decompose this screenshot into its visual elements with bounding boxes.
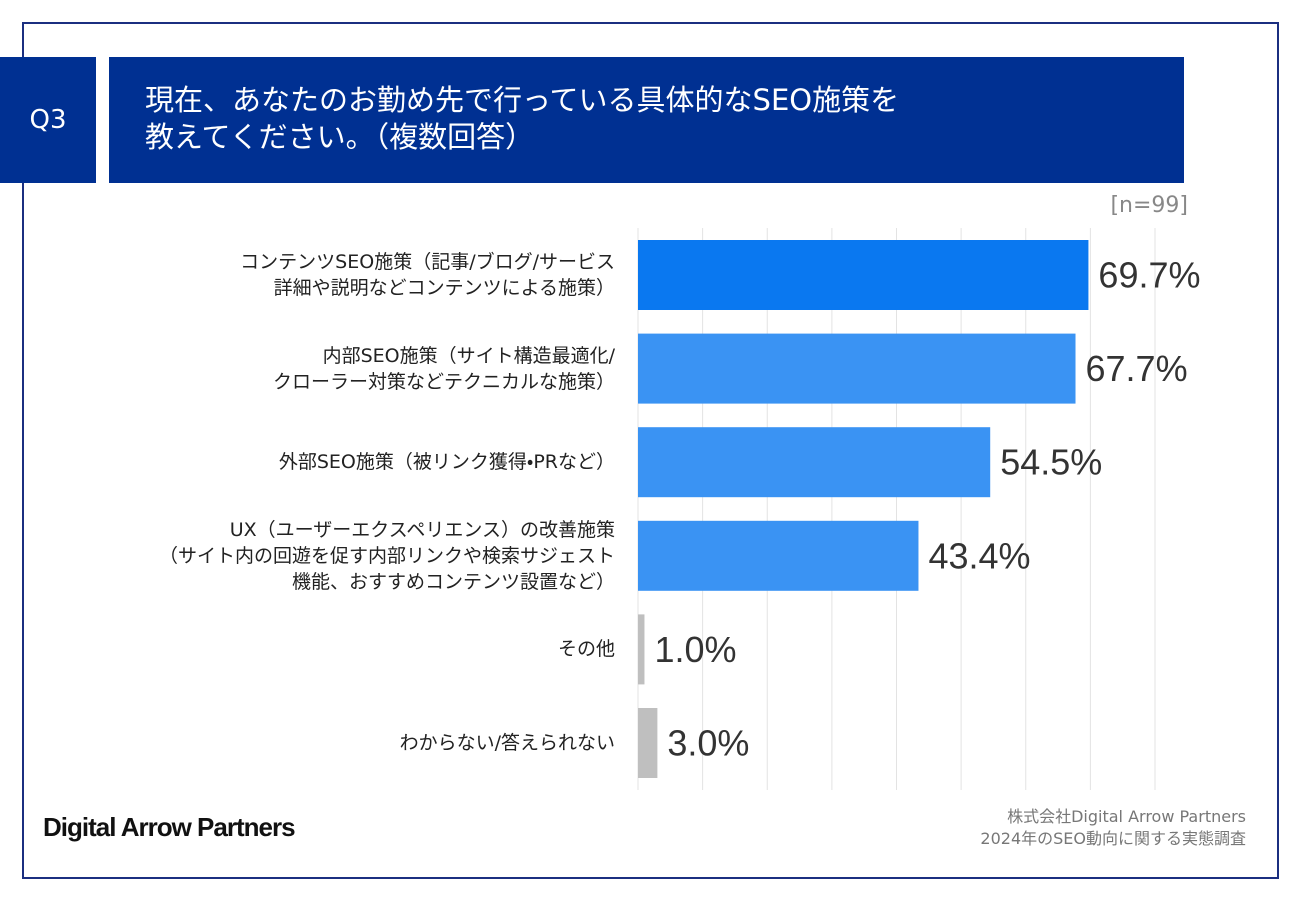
category-label: 内部SEO施策（サイト構造最適化/ クローラー対策などテクニカルな施策）: [272, 344, 615, 393]
title-line: 教えてください。（複数回答）: [145, 120, 535, 154]
sample-note: [n=99]: [1110, 193, 1188, 218]
title-line: 現在、あなたのお勤め先で行っている具体的なSEO施策を: [145, 83, 900, 117]
category-label: コンテンツSEO施策（記事/ブログ/サービス 詳細や説明などコンテンツによる施策…: [240, 251, 615, 299]
question-number: Q3: [29, 105, 67, 135]
category-label: 外部SEO施策（被リンク獲得・PRなど）: [278, 451, 615, 474]
category-label: わからない/答えられない: [399, 732, 615, 754]
category-label: UX（ユーザーエクスペリエンス）の改善施策 （サイト内の回遊を促す内部リンクや検…: [158, 518, 615, 593]
source-line: 2024年のSEO動向に関する実態調査: [980, 829, 1246, 848]
value-label: 3.0%: [667, 723, 749, 764]
category-label: その他: [557, 638, 615, 661]
value-label: 67.7%: [1086, 348, 1188, 389]
bar: [638, 333, 1076, 404]
value-label: 43.4%: [928, 535, 1030, 576]
value-label: 1.0%: [654, 629, 736, 670]
logo: Digital Arrow Partners: [43, 812, 296, 842]
bar: [638, 520, 919, 591]
chart-title: 現在、あなたのお勤め先で行っている具体的なSEO施策を 教えてください。（複数回…: [145, 82, 899, 156]
bar: [638, 427, 991, 498]
bar: [638, 614, 645, 685]
source-line: 株式会社Digital Arrow Partners: [1007, 807, 1246, 826]
value-label: 54.5%: [1000, 442, 1102, 483]
bar: [638, 708, 658, 778]
bar: [638, 240, 1089, 310]
frame: [22, 22, 1279, 879]
question-box: [0, 57, 96, 183]
value-label: 69.7%: [1098, 255, 1200, 296]
source: 株式会社Digital Arrow Partners 2024年のSEO動向に関…: [980, 806, 1246, 850]
title-box: [109, 57, 1184, 183]
